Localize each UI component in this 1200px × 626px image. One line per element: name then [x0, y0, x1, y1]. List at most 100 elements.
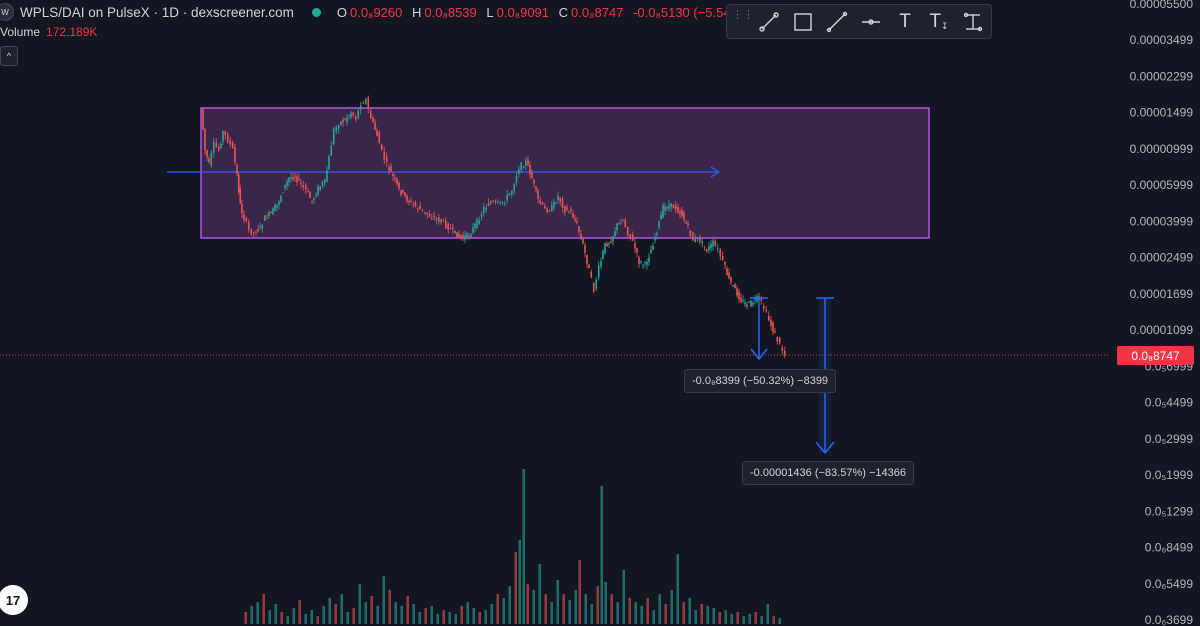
volume-bar: [406, 596, 409, 624]
candle-body: [710, 243, 712, 249]
candle-body: [342, 119, 344, 123]
candle-body: [290, 177, 292, 179]
candle-body: [600, 260, 602, 267]
volume-bar: [634, 602, 637, 624]
candle-body: [456, 232, 458, 238]
candlestick-series: [202, 95, 786, 359]
volume-bar: [664, 604, 667, 624]
candle-body: [656, 232, 658, 235]
candle-body: [406, 195, 408, 201]
price-range-icon[interactable]: [956, 7, 990, 37]
candle-body: [442, 220, 445, 222]
symbol-title[interactable]: WPLS/DAI on PulseX · 1D · dexscreener.co…: [20, 4, 294, 20]
candle-body: [701, 240, 703, 243]
candle-body: [529, 165, 531, 175]
candle-body: [374, 122, 376, 130]
price-tick-label: 0.00003999: [1130, 214, 1194, 228]
price-tick-label: 0.0₅2999: [1145, 432, 1194, 446]
tradingview-logo[interactable]: 17: [0, 585, 28, 615]
price-tick-label: 0.00005999: [1130, 178, 1194, 192]
candle-body: [440, 219, 442, 223]
price-tick-label: 0.00001699: [1130, 287, 1194, 301]
volume-bar: [646, 598, 649, 624]
candle-body: [284, 184, 286, 189]
candle-body: [231, 142, 234, 149]
candle-body: [241, 203, 243, 214]
price-tick-label: 0.00000999: [1130, 142, 1194, 156]
candle-body: [683, 212, 685, 220]
volume-bar: [766, 604, 769, 624]
candle-body: [340, 121, 342, 125]
candle-body: [372, 117, 374, 122]
candle-body: [756, 296, 758, 302]
volume-bar: [322, 606, 325, 624]
candle-body: [390, 166, 392, 172]
volume-bar: [448, 612, 451, 624]
rectangle-icon[interactable]: [786, 7, 820, 37]
line-icon[interactable]: [820, 7, 854, 37]
candle-body: [778, 337, 781, 344]
horizontal-ray-icon[interactable]: [854, 7, 888, 37]
candle-body: [217, 147, 220, 151]
candle-body: [447, 223, 449, 231]
candle-body: [335, 126, 338, 132]
symbol-icon: W: [0, 3, 14, 21]
candle-body: [317, 186, 319, 195]
candle-body: [494, 200, 497, 203]
volume-bar: [544, 594, 547, 624]
candle-body: [499, 201, 501, 203]
candle-body: [687, 223, 689, 226]
candle-body: [738, 291, 740, 300]
candle-body: [438, 217, 440, 222]
candle-body: [237, 174, 240, 193]
candle-body: [330, 145, 333, 156]
horizontal-arrow[interactable]: [167, 166, 721, 178]
volume-bar: [298, 600, 301, 624]
drawing-toolbar: ⋮⋮ T T ↧: [726, 4, 992, 39]
candle-body: [744, 302, 746, 305]
candle-body: [776, 336, 779, 342]
trend-line-icon[interactable]: [752, 7, 786, 37]
candle-body: [754, 298, 756, 300]
price-tick-label: 0.00002299: [1130, 69, 1194, 83]
candle-body: [531, 172, 533, 179]
candle-body: [504, 202, 506, 204]
measure-arrow-short[interactable]: [750, 297, 768, 361]
candle-body: [468, 235, 470, 237]
volume-bar: [670, 590, 673, 624]
candle-body: [634, 243, 636, 249]
candle-body: [414, 202, 417, 207]
candle-body: [266, 218, 268, 220]
candle-body: [620, 223, 622, 225]
candle-body: [604, 242, 606, 254]
price-tick-label: 0.0₆5499: [1145, 577, 1194, 591]
candle-body: [435, 218, 438, 221]
candle-body: [553, 201, 555, 208]
candle-body: [421, 209, 424, 211]
candle-body: [263, 215, 266, 222]
candle-body: [466, 232, 468, 238]
text-icon[interactable]: T: [899, 10, 911, 32]
candle-body: [566, 207, 568, 210]
candle-body: [640, 261, 642, 263]
grip-icon[interactable]: ⋮⋮: [732, 8, 754, 21]
candle-body: [470, 234, 472, 238]
volume-bar: [478, 612, 481, 624]
volume-bar: [358, 584, 361, 624]
collapse-legend-button[interactable]: ^: [0, 46, 18, 66]
volume-bar: [578, 560, 581, 624]
candle-body: [606, 243, 608, 247]
candle-body: [618, 222, 620, 224]
price-axis[interactable]: 0.00005500 0.00003499 0.00002299 0.00001499…: [1130, 0, 1194, 626]
candle-body: [728, 272, 730, 279]
candle-body: [215, 142, 218, 148]
candle-body: [644, 262, 646, 264]
volume-bar: [526, 584, 529, 624]
candle-body: [622, 220, 624, 222]
candle-body: [378, 132, 381, 144]
range-rectangle[interactable]: [200, 107, 930, 239]
text-note-icon[interactable]: T ↧: [929, 10, 949, 32]
candle-body: [746, 304, 748, 307]
volume-bar: [676, 554, 679, 624]
